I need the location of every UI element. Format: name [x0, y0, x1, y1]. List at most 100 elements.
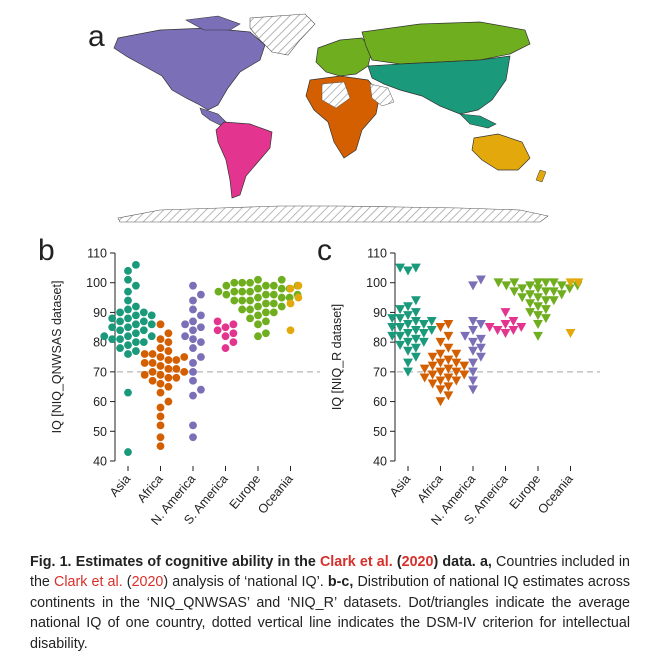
map-region-south-america — [215, 121, 273, 199]
data-point — [116, 344, 124, 352]
data-point — [410, 352, 421, 362]
y-tick-label: 100 — [86, 276, 107, 290]
data-point — [492, 325, 503, 335]
data-point — [410, 317, 421, 327]
data-point — [140, 359, 149, 367]
data-point — [533, 331, 543, 341]
caption-a-year: 2020 — [131, 574, 164, 591]
data-point — [410, 343, 421, 353]
data-point — [435, 385, 446, 395]
y-tick-label: 40 — [373, 455, 387, 469]
data-point — [140, 350, 149, 358]
data-point — [124, 275, 132, 284]
data-point — [556, 281, 567, 291]
data-point — [410, 296, 421, 306]
data-point — [426, 325, 437, 335]
data-point — [395, 314, 406, 324]
data-point — [484, 322, 495, 333]
data-point — [556, 290, 567, 300]
y-tick-label: 90 — [93, 306, 107, 320]
data-point — [246, 278, 254, 287]
map-region-asia — [367, 55, 511, 115]
data-point — [435, 322, 446, 333]
data-point — [230, 287, 239, 296]
caption-bc-label: b-c, — [327, 574, 354, 591]
data-point — [238, 305, 247, 314]
data-point — [427, 361, 438, 371]
data-point — [189, 433, 197, 442]
data-point — [468, 367, 478, 377]
data-point — [156, 421, 165, 430]
panel-label-a: a — [88, 20, 105, 53]
data-point — [172, 356, 181, 364]
data-point — [254, 311, 262, 320]
data-point — [277, 275, 286, 284]
y-tick-label: 60 — [373, 395, 387, 409]
data-point — [100, 332, 109, 341]
data-point — [222, 290, 231, 299]
data-point — [508, 317, 519, 327]
data-point — [427, 379, 438, 389]
data-point — [435, 376, 446, 386]
data-point — [213, 326, 222, 335]
caption-a-text-1: Countries included in the — [30, 554, 630, 591]
data-point — [403, 311, 413, 321]
data-point — [395, 263, 406, 273]
y-tick-label: 50 — [373, 425, 387, 439]
data-point — [197, 338, 205, 347]
x-tick-label: Oceania — [255, 472, 296, 517]
caption-a-ref: Clark et al. — [54, 574, 123, 591]
data-point — [427, 370, 438, 380]
y-tick-label: 100 — [366, 276, 387, 290]
data-point — [189, 296, 197, 305]
data-point — [277, 302, 286, 311]
data-point — [180, 353, 189, 361]
data-point — [156, 344, 165, 352]
data-point — [124, 332, 132, 341]
data-point — [533, 293, 543, 303]
data-point — [124, 314, 132, 323]
data-point — [262, 329, 270, 338]
data-point — [108, 323, 117, 332]
data-point — [395, 331, 406, 341]
data-point — [189, 281, 197, 290]
data-point — [116, 335, 124, 344]
data-point — [139, 338, 148, 347]
data-point — [468, 325, 478, 335]
data-point — [403, 320, 413, 330]
y-tick-label: 90 — [373, 306, 387, 320]
data-point — [124, 323, 132, 332]
data-point — [132, 320, 140, 329]
caption-a-paren-open: ( — [122, 574, 132, 591]
data-point — [156, 320, 165, 329]
y-tick-label: 40 — [93, 455, 107, 469]
data-point — [451, 358, 462, 368]
data-point — [132, 260, 140, 269]
data-point — [189, 376, 197, 385]
data-point — [395, 305, 406, 315]
data-point — [443, 343, 454, 353]
y-tick-label: 60 — [93, 395, 107, 409]
data-point — [277, 293, 286, 302]
map-region-central-america — [199, 107, 227, 127]
scatter-chart-c: 40 50 60 70 80 90 100 110 IQ [NIQ_R dataset] Asia… — [330, 247, 600, 528]
panel-label-b: b — [38, 234, 55, 267]
data-point — [286, 299, 295, 308]
data-point — [509, 278, 520, 288]
data-point — [387, 314, 398, 324]
data-point — [443, 373, 454, 383]
data-point — [189, 305, 197, 314]
data-point — [172, 373, 181, 382]
data-point — [493, 278, 504, 288]
data-point — [132, 347, 140, 355]
data-point — [451, 367, 462, 377]
data-point — [124, 388, 132, 397]
data-point — [156, 335, 165, 344]
data-point — [533, 311, 543, 321]
y-tick-label: 70 — [93, 365, 107, 379]
data-point — [468, 376, 478, 386]
data-point — [403, 346, 413, 356]
data-point — [124, 287, 132, 296]
data-point — [548, 287, 559, 297]
data-point — [238, 296, 247, 305]
